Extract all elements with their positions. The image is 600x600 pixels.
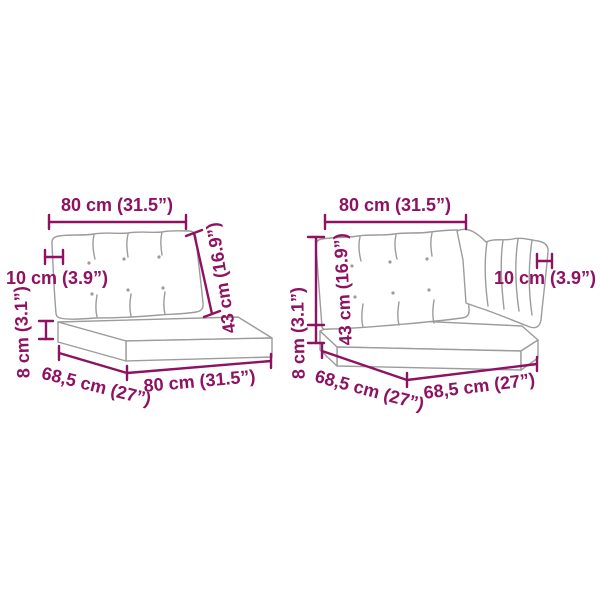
left-cushion-seam [92, 234, 96, 260]
dim-label-seat-depth: 68,5 cm (27”) [313, 366, 426, 414]
right-cushion-seam [397, 301, 400, 326]
dim-label-seat-width: 68,5 cm (27”) [422, 369, 536, 403]
left-seat-cushion [57, 316, 273, 362]
dimension-tick [202, 309, 222, 319]
dim-label-seat-depth: 68,5 cm (27”) [40, 363, 154, 410]
dimension-line [125, 359, 273, 375]
dim-label-back-width: 80 cm (31.5”) [339, 195, 451, 215]
dim-label-seat-thickness: 8 cm (3.1”) [287, 287, 309, 379]
dim-label-back-width: 80 cm (31.5”) [61, 195, 173, 215]
dim-left-back-thickness: 10 cm (3.9”) [6, 248, 108, 288]
side-cushion-fold [484, 241, 489, 307]
left-cushion-button [126, 288, 130, 292]
left-cushion-button [157, 255, 161, 259]
right-cushion-button [425, 257, 429, 261]
right-cushion-seam [430, 232, 433, 257]
left-seat-front-face [125, 337, 273, 362]
dimension-line [405, 362, 539, 382]
right-back-cushion-outline [315, 229, 470, 330]
left-cushion-button [161, 286, 165, 290]
dim-label-side-thickness: 10 cm (3.9”) [494, 268, 596, 288]
left-cushion-seam [163, 291, 166, 315]
side-cushion-fold [500, 239, 505, 310]
left-seat-side-face [57, 321, 127, 362]
dimension-line [192, 231, 214, 316]
side-cushion-fold [515, 238, 520, 312]
right-figure: 80 cm (31.5”) 43 cm (16.9”) 8 cm (3.1”) [287, 195, 596, 414]
left-cushion-button [90, 292, 94, 296]
dim-right-back-width: 80 cm (31.5”) [323, 195, 468, 231]
dim-right-side-thickness: 10 cm (3.9”) [494, 252, 596, 288]
right-cushion-button [353, 295, 357, 299]
right-cushion-button [427, 288, 431, 292]
dim-label-back-thickness: 10 cm (3.9”) [6, 268, 108, 288]
dim-label-seat-thickness: 8 cm (3.1”) [10, 286, 33, 379]
right-cushion-seam [394, 234, 398, 260]
left-cushion-seam [126, 233, 129, 258]
side-cushion-fold [528, 239, 533, 316]
left-back-cushion [51, 230, 204, 320]
dimension-line [320, 349, 409, 382]
left-figure: 80 cm (31.5”) 10 cm (3.9”) 43 cm (16.9”) [6, 195, 273, 410]
right-cushion-button [350, 264, 354, 268]
right-cushion-button [388, 260, 392, 264]
dim-left-back-width: 80 cm (31.5”) [47, 195, 188, 231]
right-cushion-seam [361, 303, 364, 328]
right-cushion-button [391, 291, 395, 295]
right-cushion-seam [432, 299, 435, 324]
left-cushion-seam [129, 293, 132, 317]
left-cushion-button [122, 257, 126, 261]
dimension-line [57, 351, 129, 375]
right-cushion-seam [358, 236, 362, 262]
dim-left-seat-thickness: 8 cm (3.1”) [10, 286, 55, 379]
left-cushion-seam [160, 231, 163, 256]
right-side-cushion [456, 228, 549, 329]
dimension-tick [184, 228, 204, 238]
right-side-cushion-outline [456, 228, 549, 329]
left-cushion-button [87, 261, 91, 265]
dim-right-heights: 43 cm (16.9”) 8 cm (3.1”) [287, 233, 356, 379]
left-cushion-seam [95, 294, 98, 318]
right-back-cushion [315, 229, 470, 330]
